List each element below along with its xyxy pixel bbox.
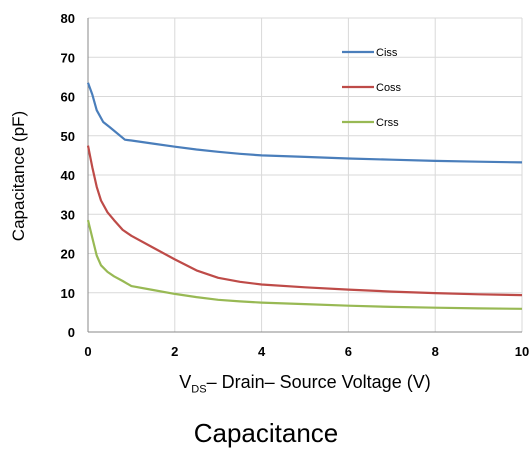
legend: Ciss Coss Crss bbox=[342, 47, 402, 129]
y-tick-label: 30 bbox=[61, 207, 75, 222]
series-line-coss bbox=[86, 145, 523, 297]
series-layer bbox=[86, 82, 523, 310]
y-tick-label: 70 bbox=[61, 50, 75, 65]
x-tick-label: 6 bbox=[345, 344, 352, 359]
y-axis-label: Capacitance (pF) bbox=[9, 111, 28, 241]
series-line-crss bbox=[86, 219, 523, 310]
y-tick-label: 0 bbox=[68, 325, 75, 340]
figure-caption: Capacitance bbox=[193, 418, 339, 448]
legend-label-coss: Coss bbox=[376, 82, 402, 94]
y-tick-label: 60 bbox=[61, 90, 75, 105]
y-tick-label: 40 bbox=[61, 168, 75, 183]
legend-label-crss: Crss bbox=[376, 117, 399, 129]
x-axis-label-rest: – Drain– Source Voltage (V) bbox=[206, 372, 431, 392]
x-tick-label: 0 bbox=[84, 344, 91, 359]
y-tick-label: 50 bbox=[61, 129, 75, 144]
x-tick-label: 2 bbox=[171, 344, 178, 359]
y-tick-label: 20 bbox=[61, 247, 75, 262]
x-tick-label: 10 bbox=[515, 344, 529, 359]
x-axis-label-subscript: DS bbox=[191, 383, 207, 396]
y-tick-label: 80 bbox=[61, 11, 75, 26]
axis-layer: 0 2 4 6 8 10 0 10 20 30 40 50 60 70 80 bbox=[61, 11, 530, 359]
x-axis-label: VDS– Drain– Source Voltage (V) bbox=[88, 372, 522, 396]
y-tick-label: 10 bbox=[61, 286, 75, 301]
series-line-ciss bbox=[86, 82, 523, 164]
grid-layer bbox=[88, 17, 523, 332]
x-tick-label: 4 bbox=[258, 344, 266, 359]
x-axis-label-main: V bbox=[179, 372, 192, 392]
legend-label-ciss: Ciss bbox=[376, 47, 398, 59]
x-tick-label: 8 bbox=[432, 344, 439, 359]
